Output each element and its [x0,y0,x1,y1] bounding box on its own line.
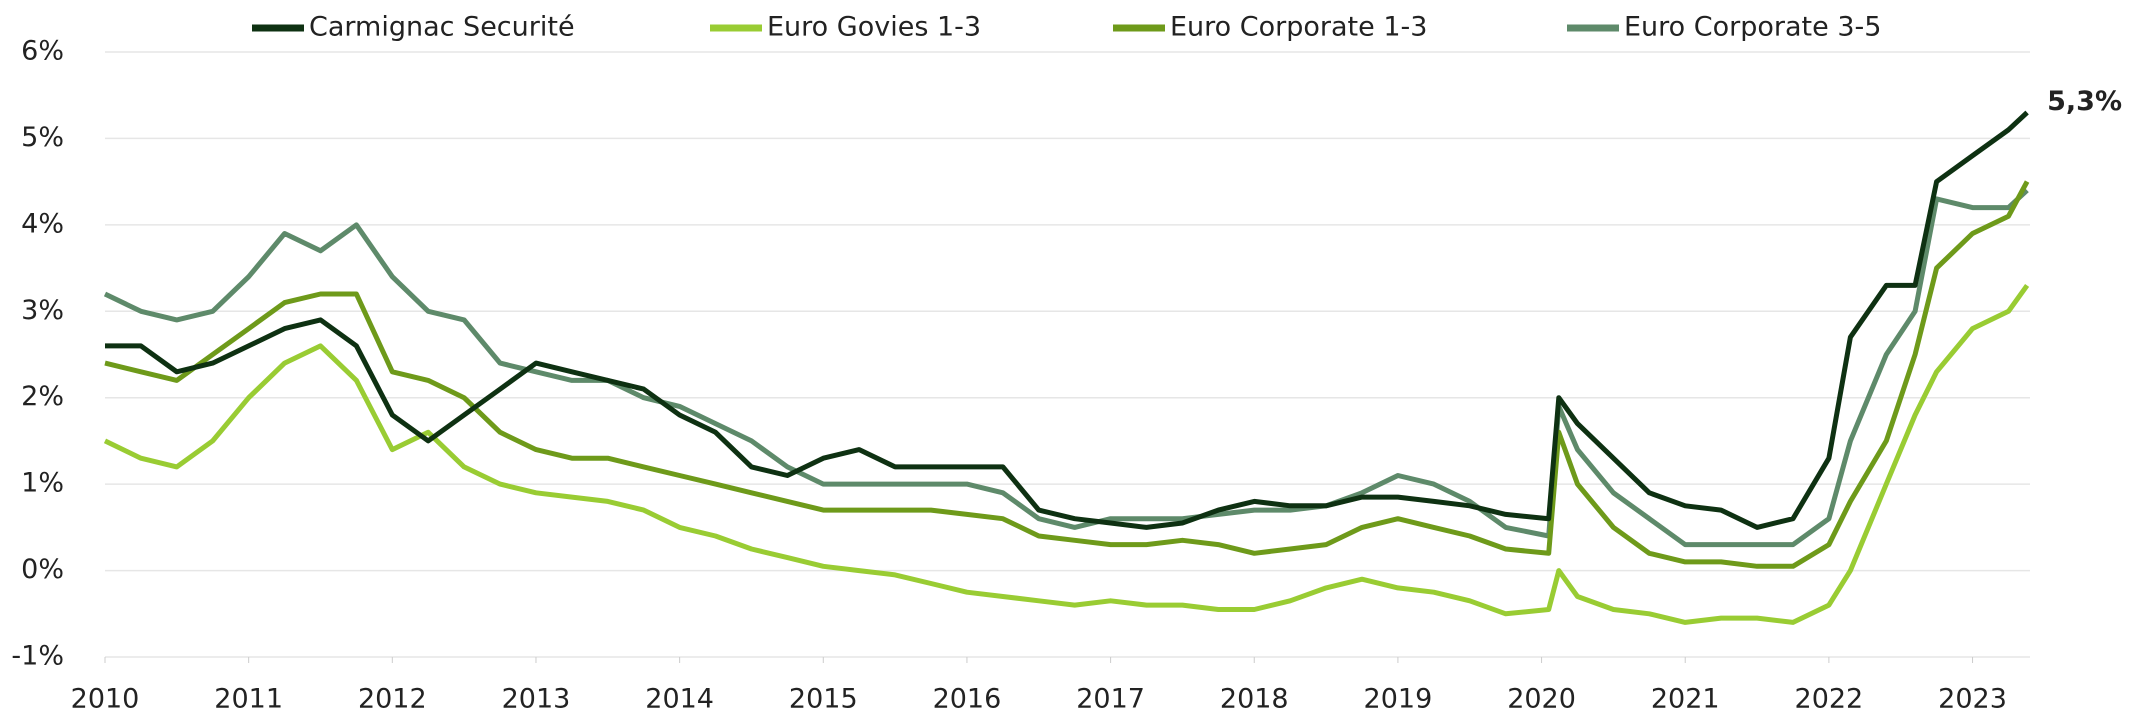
x-tick-label: 2023 [1938,684,2007,714]
y-tick-label: 0% [21,554,64,585]
x-tick-label: 2022 [1795,684,1864,714]
x-tick-label: 2019 [1364,684,1433,714]
y-tick-label: 2% [21,381,64,412]
series-line [105,110,2029,530]
x-tick-label: 2016 [933,684,1002,714]
y-tick-label: -1% [11,641,64,672]
y-tick-label: 3% [21,295,64,326]
x-tick-label: 2021 [1651,684,1720,714]
legend-label: Euro Corporate 1-3 [1170,12,1427,43]
x-tick-label: 2010 [71,684,140,714]
series-line [103,283,2030,625]
legend-label: Euro Govies 1-3 [767,12,981,43]
y-tick-label: 5% [21,122,64,153]
y-tick-label: 1% [21,468,64,499]
x-tick-label: 2018 [1220,684,1289,714]
x-tick-label: 2014 [645,684,714,714]
x-tick-label: 2013 [502,684,571,714]
x-tick-label: 2017 [1076,684,1145,714]
legend-label: Carmignac Securité [309,12,575,43]
series-line [104,180,2030,569]
y-tick-label: 4% [21,208,64,239]
end-label: 5,3% [2047,86,2122,117]
x-tick-label: 2012 [358,684,427,714]
x-tick-label: 2011 [214,684,283,714]
legend-label: Euro Corporate 3-5 [1624,12,1881,43]
x-tick-label: 2020 [1507,684,1576,714]
series-line [103,188,2029,548]
y-tick-label: 6% [21,36,64,67]
x-tick-label: 2015 [789,684,858,714]
